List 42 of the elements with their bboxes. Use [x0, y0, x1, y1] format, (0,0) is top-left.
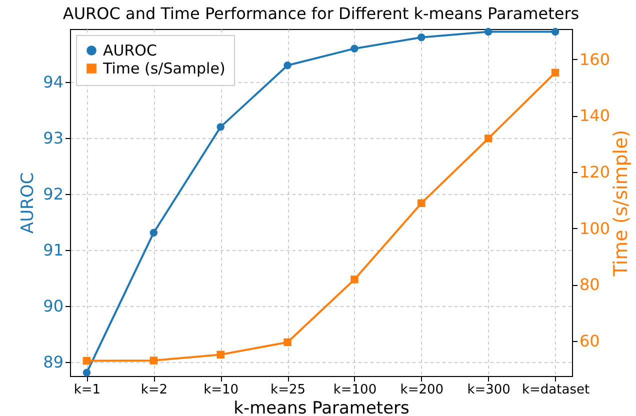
x-tick-label: k=dataset: [522, 382, 590, 398]
x-tick-label: k=2: [140, 382, 168, 398]
point: [82, 368, 91, 377]
y2-tick-label: 60: [580, 331, 600, 350]
point: [284, 62, 292, 70]
x-tick-label: k=100: [333, 382, 377, 398]
x-tick-label: k=1: [74, 382, 101, 398]
y-tick-label: 94: [43, 72, 64, 92]
y-tick-label: 93: [43, 128, 64, 148]
y2-axis-title: Time (s/simple): [610, 130, 632, 278]
y-tick-label: 91: [43, 240, 64, 260]
y2-tick-label: 100: [580, 218, 610, 238]
point: [350, 276, 358, 284]
point: [551, 68, 560, 76]
point: [484, 28, 492, 36]
point: [216, 123, 224, 131]
y-axis-title: AUROC: [18, 172, 38, 234]
y2-tick-label: 120: [580, 162, 610, 182]
x-tick-label: k=25: [270, 382, 306, 398]
y2-tick-label: 80: [580, 275, 600, 294]
legend-label: Time (s/Sample): [102, 60, 226, 78]
point: [284, 338, 292, 346]
y-tick-label: 89: [43, 352, 64, 372]
point: [150, 356, 158, 364]
y2-tick-label: 140: [580, 106, 610, 126]
legend-label: AUROC: [103, 42, 157, 60]
point: [350, 44, 358, 52]
x-axis-title: k-means Parameters: [234, 398, 410, 416]
x-tick-label: k=200: [400, 382, 444, 398]
point: [551, 28, 560, 36]
x-tick-label: k=300: [467, 382, 510, 398]
x-tick-label: k=10: [204, 382, 239, 398]
point: [82, 356, 91, 365]
point: [418, 199, 426, 208]
point: [150, 228, 158, 237]
y2-tick-label: 160: [580, 50, 610, 69]
y-tick-label: 90: [43, 296, 64, 316]
point: [418, 34, 426, 42]
point: [484, 134, 492, 142]
y-tick-label: 92: [43, 184, 64, 204]
point: [216, 350, 224, 358]
chart-title: AUROC and Time Performance for Different k-means Parameters: [62, 4, 580, 23]
